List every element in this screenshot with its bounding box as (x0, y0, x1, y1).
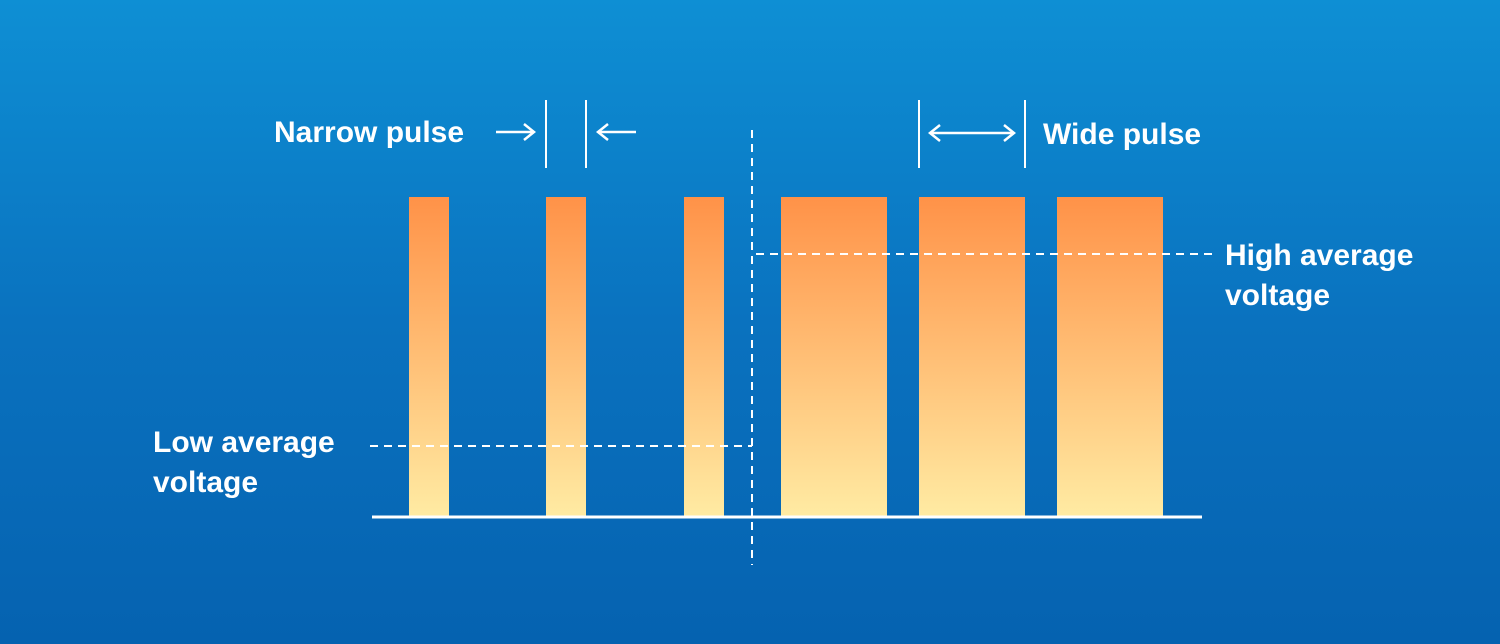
narrow-pulse-1 (409, 197, 449, 517)
wide-pulse-3 (1057, 197, 1163, 517)
high-average-label: High average voltage (1225, 239, 1422, 312)
narrow-pulse-label: Narrow pulse (274, 116, 464, 149)
low-average-label: Low average voltage (153, 426, 343, 499)
low-average-label-line-2: voltage (153, 466, 258, 499)
wide-pulse-double-arrow-icon (927, 124, 1017, 142)
wide-pulse-2 (919, 197, 1025, 517)
narrow-pulse-arrow-left-icon (595, 123, 636, 141)
narrow-pulse-arrow-right-icon (496, 123, 537, 141)
low-average-label-line-1: Low average (153, 426, 335, 459)
high-average-label-line-1: High average (1225, 239, 1413, 272)
wide-pulse-1 (781, 197, 887, 517)
narrow-pulse-2 (546, 197, 586, 517)
high-average-label-line-2: voltage (1225, 279, 1330, 312)
wide-pulse-label: Wide pulse (1043, 118, 1201, 151)
narrow-pulse-3 (684, 197, 724, 517)
